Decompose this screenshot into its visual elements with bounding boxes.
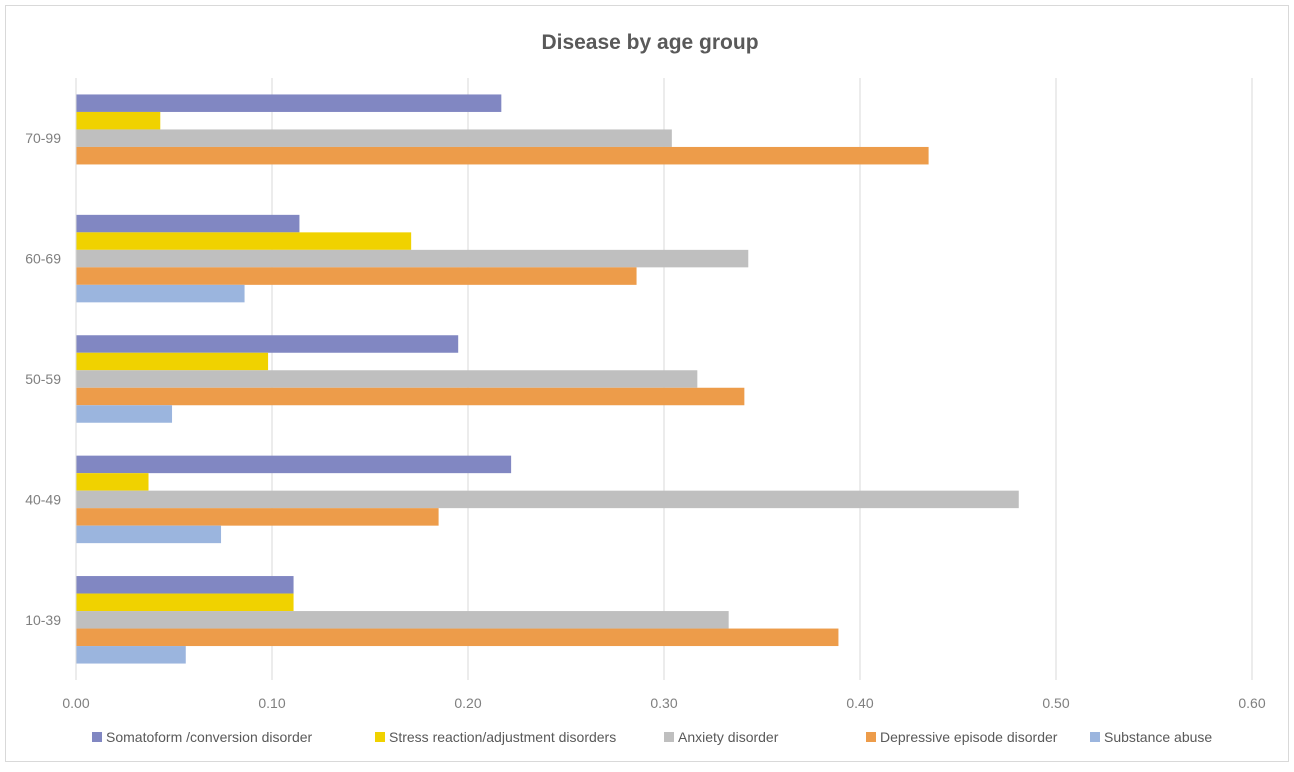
bar (76, 352, 269, 371)
x-tick-label: 0.00 (62, 695, 89, 711)
legend-swatch (664, 732, 674, 742)
bar (76, 146, 929, 165)
bar (76, 525, 222, 544)
bar (76, 94, 502, 112)
legend-label: Somatoform /conversion disorder (106, 729, 313, 745)
y-tick-label: 10-39 (25, 612, 61, 628)
legend-swatch (375, 732, 385, 742)
bar (76, 490, 1019, 509)
legend-item[interactable]: Depressive episode disorder (866, 729, 1058, 745)
legend-swatch (92, 732, 102, 742)
bar (76, 508, 439, 526)
bar (76, 593, 294, 612)
bar (76, 129, 672, 147)
legend-item[interactable]: Stress reaction/adjustment disorders (375, 729, 616, 745)
bar (76, 214, 300, 233)
x-tick-label: 0.10 (258, 695, 285, 711)
y-tick-label: 60-69 (25, 251, 61, 267)
x-tick-label: 0.40 (846, 695, 873, 711)
x-tick-label: 0.60 (1238, 695, 1265, 711)
x-tick-label: 0.30 (650, 695, 677, 711)
bar (76, 267, 637, 285)
bar (76, 284, 245, 303)
legend-label: Depressive episode disorder (880, 729, 1058, 745)
legend[interactable]: Somatoform /conversion disorder Stress re… (92, 729, 1212, 745)
bars (76, 94, 1019, 664)
bar (76, 611, 729, 629)
y-tick-label: 40-49 (25, 491, 61, 507)
y-tick-label: 70-99 (25, 130, 61, 146)
legend-label: Substance abuse (1104, 729, 1212, 745)
y-tick-label: 50-59 (25, 371, 61, 387)
bar (76, 405, 173, 423)
legend-label: Anxiety disorder (678, 729, 779, 745)
bar (76, 646, 186, 664)
bar (76, 576, 294, 594)
legend-swatch (866, 732, 876, 742)
x-tick-label: 0.20 (454, 695, 481, 711)
legend-item[interactable]: Anxiety disorder (664, 729, 779, 745)
chart-title: Disease by age group (541, 31, 758, 54)
axes: 0.00 0.10 0.20 0.30 0.40 0.50 0.60 10-39 40-49 50… (25, 78, 1266, 711)
legend-label: Stress reaction/adjustment disorders (389, 729, 616, 745)
bar (76, 111, 161, 130)
legend-item[interactable]: Somatoform /conversion disorder (92, 729, 313, 745)
bar (76, 335, 459, 353)
bar (76, 455, 512, 474)
x-tick-label: 0.50 (1042, 695, 1069, 711)
bar (76, 473, 149, 491)
bar (76, 387, 745, 406)
legend-item[interactable]: Substance abuse (1090, 729, 1212, 745)
bar (76, 370, 698, 388)
legend-swatch (1090, 732, 1100, 742)
bar (76, 249, 749, 268)
bar (76, 628, 839, 647)
bar (76, 232, 412, 250)
